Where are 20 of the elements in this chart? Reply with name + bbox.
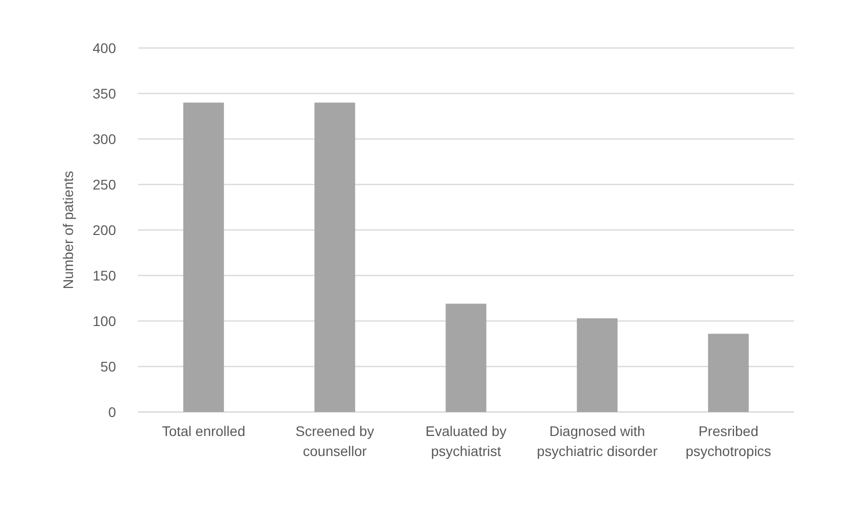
y-tick-label: 50 bbox=[100, 358, 116, 374]
y-tick-label: 0 bbox=[108, 404, 116, 420]
x-tick-label: Diagnosed with psychiatric disorder bbox=[536, 423, 658, 459]
bar bbox=[446, 304, 486, 412]
y-tick-label: 150 bbox=[92, 267, 116, 284]
x-tick-label: Total enrolled bbox=[162, 423, 246, 439]
x-tick-label: Evaluated by psychiatrist bbox=[426, 423, 506, 459]
bar bbox=[183, 102, 224, 412]
y-tick-label: 400 bbox=[92, 40, 116, 56]
x-tick-label: Presribed psychotropics bbox=[686, 423, 772, 459]
bar bbox=[314, 102, 356, 412]
y-tick-label: 300 bbox=[92, 130, 116, 147]
y-tick-label: 350 bbox=[92, 85, 116, 102]
bar bbox=[576, 318, 618, 412]
bar bbox=[708, 334, 749, 412]
y-tick-label: 200 bbox=[92, 222, 116, 238]
x-tick-label: Screened by counsellor bbox=[295, 423, 374, 459]
y-tick-label: 100 bbox=[92, 312, 116, 329]
y-axis-title: Number of patients bbox=[60, 170, 76, 290]
y-tick-label: 250 bbox=[92, 176, 116, 192]
